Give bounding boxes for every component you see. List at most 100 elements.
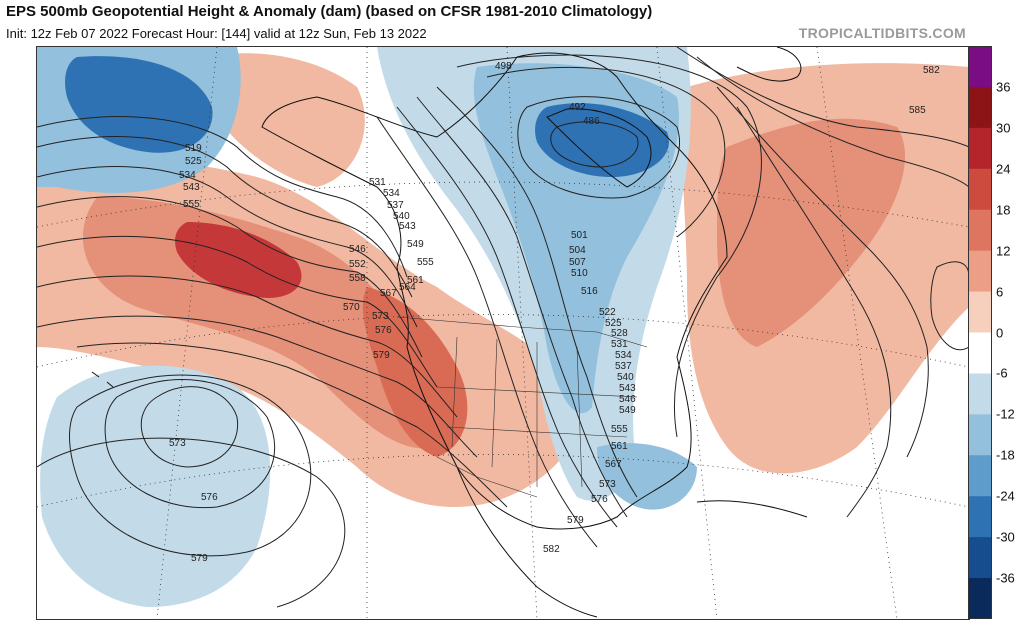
anomaly-colorbar [968, 46, 992, 619]
aleutian-cold-core [65, 56, 213, 153]
colorbar-labels: 36 30 24 18 12 6 0 -6 -12 -18 -24 -30 -36 [996, 46, 1024, 619]
contour-label: 525 [605, 318, 622, 329]
contour-label: 573 [169, 438, 186, 449]
colorbar-label: 24 [996, 161, 1011, 177]
contour-label: 555 [417, 257, 434, 268]
contour-label: 549 [407, 239, 424, 250]
colorbar-swatch [968, 86, 992, 129]
contour-labels: 519 525 534 543 555 531 534 537 540 543 … [169, 61, 940, 564]
contour-label: 534 [615, 350, 632, 361]
us-canada-border [396, 316, 648, 348]
colorbar-swatch [968, 127, 992, 170]
contour-label: 543 [183, 182, 200, 193]
colorbar-swatch [968, 332, 992, 374]
mexico-coast [456, 466, 598, 618]
colorbar-swatch [968, 578, 992, 619]
pacific-warm-max [175, 222, 302, 298]
colorbar-label: -30 [996, 529, 1015, 545]
contour-label: 531 [611, 339, 628, 350]
contour-label: 576 [375, 325, 392, 336]
contour-label: 552 [349, 259, 366, 270]
contour-label: 543 [399, 221, 416, 232]
header: EPS 500mb Geopotential Height & Anomaly … [6, 3, 1018, 43]
graticule [37, 47, 969, 619]
contour-label: 519 [185, 143, 202, 154]
north-america-coast [261, 52, 728, 530]
west-coast-warm [362, 287, 468, 457]
colorbar-swatch [968, 537, 992, 579]
colorbar-swatches [968, 46, 992, 619]
hudson-bay-coast [546, 108, 652, 188]
colorbar-swatch [968, 209, 992, 252]
subtropical-pacific-cold [40, 365, 271, 607]
contour-label: 501 [571, 230, 588, 241]
southeast-cold [597, 443, 697, 510]
colorbar-label: -12 [996, 406, 1015, 422]
contour-label: 558 [349, 273, 366, 284]
map-title: EPS 500mb Geopotential Height & Anomaly … [6, 3, 653, 20]
coastlines [91, 47, 808, 618]
contour-label: 543 [619, 383, 636, 394]
contour-label: 534 [383, 188, 400, 199]
colorbar-swatch [968, 46, 992, 88]
cuba-coast [696, 500, 808, 518]
contour-label: 546 [619, 394, 636, 405]
colorbar-label: 12 [996, 243, 1011, 259]
alaska-warm [201, 53, 365, 187]
colorbar-label: -6 [996, 365, 1008, 381]
contour-label: 537 [615, 361, 632, 372]
contour-label: 498 [495, 61, 512, 72]
contour-label: 579 [191, 553, 208, 564]
pacific-warm-core [82, 197, 456, 449]
colorbar-swatch [968, 414, 992, 456]
colorbar-label: 6 [996, 284, 1004, 300]
colorbar-swatch [968, 496, 992, 538]
hudson-cold-core [535, 103, 669, 177]
contour-label: 549 [619, 405, 636, 416]
contour-label: 576 [591, 494, 608, 505]
contour-label: 561 [407, 275, 424, 286]
contour-label: 537 [387, 200, 404, 211]
contour-label: 573 [599, 479, 616, 490]
contour-label: 582 [543, 544, 560, 555]
colorbar-swatch [968, 373, 992, 415]
contour-label: 486 [583, 116, 600, 127]
contour-label: 576 [201, 492, 218, 503]
negative-anomaly-shading [37, 47, 697, 607]
map-panel: 519 525 534 543 555 531 534 537 540 543 … [36, 46, 970, 620]
colorbar-border [968, 46, 992, 619]
colorbar-label: 0 [996, 325, 1004, 340]
contour-label: 567 [380, 288, 397, 299]
hawaii [91, 371, 114, 388]
contour-label: 573 [372, 311, 389, 322]
contour-label: 582 [923, 65, 940, 76]
contour-label: 534 [179, 170, 196, 181]
positive-anomaly-shading [37, 53, 969, 507]
colorbar-label: -36 [996, 570, 1015, 586]
contour-label: 510 [571, 268, 588, 279]
contour-label: 540 [617, 372, 634, 383]
contour-label: 561 [611, 441, 628, 452]
contour-label: 504 [569, 245, 586, 256]
site-watermark: TROPICALTIDBITS.COM [798, 25, 966, 41]
political-borders [396, 316, 648, 498]
contour-label: 585 [909, 105, 926, 116]
contour-label: 555 [611, 424, 628, 435]
contour-label: 540 [393, 211, 410, 222]
contour-label: 507 [569, 257, 586, 268]
contour-label: 522 [599, 307, 616, 318]
contour-label: 579 [567, 515, 584, 526]
contour-label: 555 [183, 199, 200, 210]
colorbar-swatch [968, 168, 992, 211]
colorbar-label: 36 [996, 79, 1011, 95]
colorbar-swatch [968, 455, 992, 497]
contour-label: 525 [185, 156, 202, 167]
colorbar-label: -18 [996, 447, 1015, 463]
colorbar-swatch [968, 250, 992, 293]
contour-label: 567 [605, 459, 622, 470]
contour-label: 492 [569, 102, 586, 113]
colorbar-swatch [968, 291, 992, 333]
state-lines [436, 336, 638, 488]
contour-label: 564 [399, 282, 416, 293]
contour-label: 516 [581, 286, 598, 297]
